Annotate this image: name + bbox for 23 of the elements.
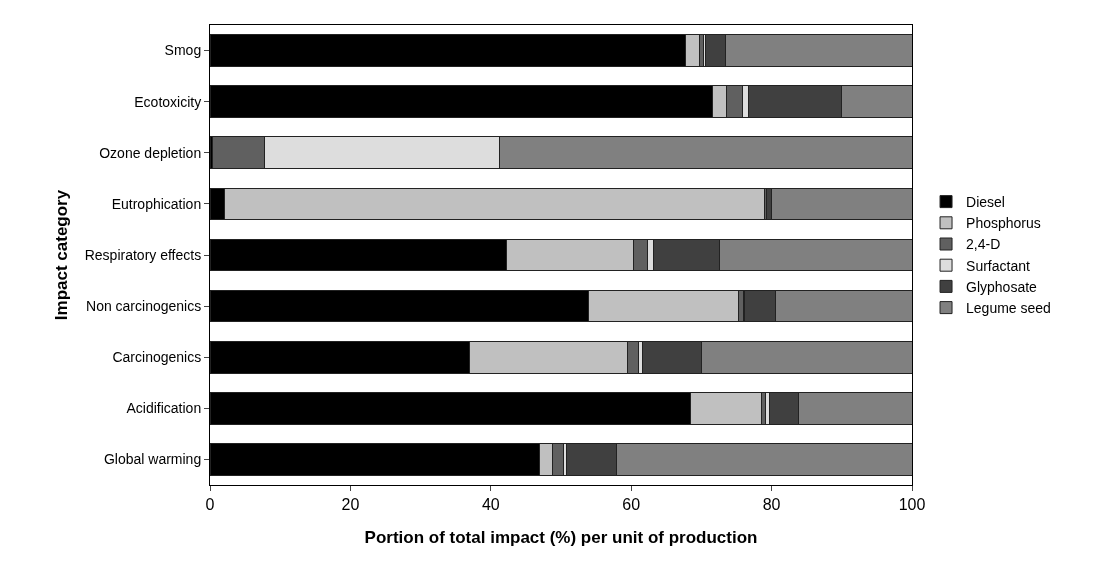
y-tick-label: Carcinogenics bbox=[112, 349, 202, 366]
legend-label: 2,4-D bbox=[966, 236, 1001, 253]
legend-label: Phosphorus bbox=[966, 215, 1041, 232]
legend-label: Legume seed bbox=[966, 300, 1051, 317]
x-axis-title: Portion of total impact (%) per unit of production bbox=[364, 527, 758, 547]
x-tick-label: 40 bbox=[481, 496, 500, 514]
y-tick-label: Global warming bbox=[103, 451, 202, 468]
y-tick-label: Ecotoxicity bbox=[134, 93, 202, 110]
y-tick-label: Non carcinogenics bbox=[86, 298, 202, 315]
x-tick-label: 100 bbox=[898, 496, 926, 514]
y-tick-label: Respiratory effects bbox=[84, 246, 202, 263]
y-tick-label: Acidification bbox=[126, 400, 202, 417]
x-tick-label: 80 bbox=[762, 496, 781, 514]
legend-label: Surfactant bbox=[966, 257, 1030, 274]
legend-label: Diesel bbox=[966, 194, 1005, 211]
x-tick-label: 20 bbox=[341, 496, 360, 514]
y-tick-label: Smog bbox=[164, 42, 202, 59]
y-tick-label: Ozone depletion bbox=[99, 144, 202, 161]
legend-label: Glyphosate bbox=[966, 278, 1038, 295]
x-tick-label: 0 bbox=[205, 496, 215, 514]
y-tick-label: Eutrophication bbox=[111, 195, 202, 212]
x-tick-label: 60 bbox=[622, 496, 641, 514]
y-axis-title: Impact category bbox=[52, 189, 72, 321]
